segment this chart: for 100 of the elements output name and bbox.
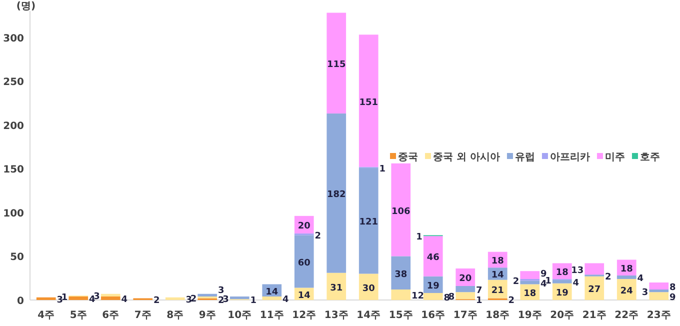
bar bbox=[649, 282, 669, 290]
x-tick-label: 21주 bbox=[582, 310, 606, 321]
data-label: 1 bbox=[250, 296, 257, 306]
data-label: 18 bbox=[620, 264, 633, 275]
x-tick-label: 4주 bbox=[38, 310, 55, 321]
data-label: 4 bbox=[89, 295, 96, 306]
bar bbox=[391, 256, 411, 290]
bar bbox=[100, 294, 120, 296]
data-label: 4 bbox=[282, 295, 289, 306]
y-tick-label: 250 bbox=[3, 77, 24, 88]
x-tick-label: 6주 bbox=[102, 310, 120, 321]
bar bbox=[423, 292, 443, 300]
bar bbox=[198, 294, 218, 296]
data-label: 8 bbox=[670, 282, 676, 293]
data-label: 115 bbox=[326, 60, 346, 70]
bar bbox=[358, 34, 378, 167]
bar bbox=[423, 236, 443, 276]
bar bbox=[391, 163, 411, 256]
bar bbox=[165, 297, 185, 300]
x-tick-label: 14주 bbox=[356, 310, 381, 321]
legend-label: 유럽 bbox=[514, 152, 535, 163]
x-tick-label: 7주 bbox=[134, 310, 152, 321]
x-tick-label: 18주 bbox=[486, 310, 510, 321]
legend-label: 중국 외 아시아 bbox=[433, 152, 500, 163]
legend-label: 호주 bbox=[640, 152, 660, 163]
legend-label: 아프리카 bbox=[550, 152, 590, 163]
data-label: 20 bbox=[459, 274, 472, 284]
data-label: 2 bbox=[508, 296, 515, 306]
data-label: 3 bbox=[56, 296, 64, 306]
y-tick-label: 100 bbox=[3, 208, 24, 220]
data-label: 14 bbox=[491, 270, 504, 281]
bar bbox=[262, 296, 282, 300]
data-label: 21 bbox=[491, 286, 504, 296]
data-label: 7 bbox=[476, 286, 482, 296]
x-tick-label: 20주 bbox=[550, 310, 574, 321]
bar bbox=[68, 296, 88, 300]
bar bbox=[616, 275, 636, 279]
data-label: 106 bbox=[391, 206, 410, 217]
legend-label: 중국 bbox=[398, 152, 418, 163]
y-tick-label: 200 bbox=[3, 120, 24, 132]
data-label: 30 bbox=[362, 284, 375, 294]
data-label: 60 bbox=[298, 258, 310, 268]
bar bbox=[230, 296, 250, 300]
data-label: 3 bbox=[186, 296, 192, 306]
data-label: 1 bbox=[61, 293, 68, 304]
y-tick-label: 300 bbox=[3, 33, 24, 44]
y-axis-title: (명) bbox=[16, 1, 36, 12]
data-label: 2 bbox=[512, 276, 520, 287]
x-tick-label: 17주 bbox=[453, 310, 478, 321]
data-label: 18 bbox=[524, 289, 536, 300]
data-label: 1 bbox=[416, 232, 422, 243]
y-tick-label: 50 bbox=[10, 252, 24, 264]
bar bbox=[326, 272, 346, 300]
data-label: 2 bbox=[154, 296, 160, 306]
bar bbox=[649, 292, 669, 300]
data-label: 182 bbox=[326, 190, 346, 200]
data-label: 4 bbox=[121, 295, 128, 306]
bar bbox=[358, 274, 378, 300]
data-label: 3 bbox=[94, 292, 100, 302]
bar bbox=[294, 235, 314, 288]
x-tick-label: 23주 bbox=[646, 310, 671, 321]
data-label: 46 bbox=[426, 253, 440, 264]
bar bbox=[649, 289, 669, 292]
x-tick-label: 10주 bbox=[228, 310, 252, 321]
data-label: 24 bbox=[620, 286, 633, 296]
y-tick-label: 150 bbox=[3, 164, 24, 176]
y-tick-label: 0 bbox=[17, 296, 24, 307]
data-label: 4 bbox=[572, 278, 580, 289]
x-tick-label: 16주 bbox=[421, 310, 446, 321]
data-label: 2 bbox=[314, 231, 322, 242]
bar bbox=[584, 276, 604, 300]
data-label: 4 bbox=[540, 279, 547, 290]
x-tick-label: 15주 bbox=[388, 310, 413, 321]
data-label: 20 bbox=[298, 222, 310, 232]
data-label: 38 bbox=[394, 270, 408, 280]
bar bbox=[326, 113, 346, 273]
data-label: 2 bbox=[605, 272, 612, 282]
bar bbox=[456, 292, 476, 300]
data-label: 14 bbox=[266, 287, 278, 298]
legend-label: 미주 bbox=[604, 152, 625, 163]
data-label: 1 bbox=[379, 164, 386, 174]
data-label: 12 bbox=[412, 292, 424, 302]
data-label: 4 bbox=[637, 274, 644, 284]
data-label: 18 bbox=[556, 268, 568, 278]
bar bbox=[391, 289, 411, 300]
bar bbox=[520, 280, 540, 284]
bar bbox=[552, 280, 572, 284]
x-tick-label: 11주 bbox=[260, 310, 284, 321]
data-label: 18 bbox=[491, 256, 504, 267]
x-tick-label: 12주 bbox=[292, 310, 316, 321]
x-tick-label: 19주 bbox=[518, 310, 542, 321]
data-label: 3 bbox=[218, 286, 224, 296]
x-tick-label: 22주 bbox=[614, 310, 639, 321]
x-tick-label: 5주 bbox=[70, 310, 87, 321]
x-tick-label: 8주 bbox=[166, 310, 184, 321]
bar bbox=[584, 263, 604, 275]
bar bbox=[326, 12, 346, 114]
data-label: 2 bbox=[190, 294, 197, 304]
data-label: 14 bbox=[298, 290, 310, 301]
data-label: 9 bbox=[670, 293, 676, 304]
